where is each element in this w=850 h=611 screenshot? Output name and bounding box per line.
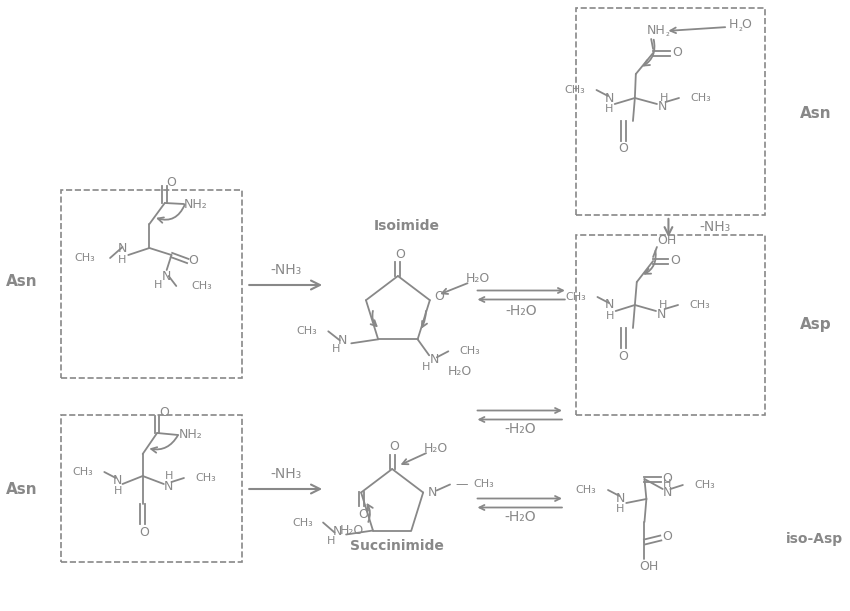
Text: CH₃: CH₃: [473, 480, 494, 489]
Text: CH₃: CH₃: [694, 480, 715, 490]
Text: O: O: [139, 527, 150, 540]
Text: N: N: [663, 486, 672, 499]
Text: Succinimide: Succinimide: [350, 539, 444, 553]
Text: NH₂: NH₂: [184, 197, 207, 211]
Text: O: O: [662, 472, 672, 485]
Text: O: O: [434, 290, 445, 302]
Text: H: H: [663, 479, 672, 489]
Text: -H₂O: -H₂O: [504, 510, 536, 524]
Text: CH₃: CH₃: [690, 93, 711, 103]
Text: N: N: [428, 486, 438, 499]
Text: O: O: [189, 254, 199, 266]
Text: CH₃: CH₃: [296, 326, 317, 336]
Text: CH₃: CH₃: [689, 300, 711, 310]
Text: H: H: [422, 362, 430, 372]
Text: iso-Asp: iso-Asp: [785, 532, 842, 546]
Text: CH₃: CH₃: [196, 473, 216, 483]
Text: H: H: [616, 504, 625, 514]
Text: O: O: [395, 247, 405, 260]
Text: -H₂O: -H₂O: [506, 304, 537, 318]
Text: N: N: [164, 480, 173, 494]
Text: H₂O: H₂O: [424, 442, 449, 455]
Text: O: O: [358, 508, 368, 521]
Text: H: H: [114, 486, 122, 496]
Bar: [576, 235, 765, 415]
Text: CH₃: CH₃: [74, 253, 94, 263]
Text: H: H: [660, 93, 668, 103]
Text: O: O: [159, 406, 169, 419]
Text: O: O: [672, 45, 682, 59]
Text: N: N: [430, 353, 439, 366]
Text: N: N: [338, 334, 348, 347]
Text: H₂O: H₂O: [466, 272, 490, 285]
Text: O: O: [671, 254, 680, 266]
Text: ₂: ₂: [666, 28, 670, 38]
Text: CH₃: CH₃: [575, 485, 597, 495]
Text: H: H: [326, 535, 335, 546]
Text: N: N: [118, 243, 127, 255]
Text: -NH₃: -NH₃: [270, 263, 301, 277]
Text: N: N: [658, 100, 667, 114]
Text: OH: OH: [640, 560, 659, 574]
Text: NH₂: NH₂: [178, 428, 202, 442]
Text: H: H: [605, 104, 613, 114]
Text: Asn: Asn: [6, 274, 37, 288]
Text: -NH₃: -NH₃: [700, 220, 730, 234]
Text: CH₃: CH₃: [191, 281, 212, 291]
Text: O: O: [619, 349, 628, 362]
Bar: [61, 190, 241, 378]
Text: N: N: [333, 525, 343, 538]
Text: N: N: [604, 92, 614, 104]
Text: CH₃: CH₃: [292, 518, 314, 527]
Text: -H₂O: -H₂O: [504, 422, 536, 436]
Text: CH₃: CH₃: [564, 85, 585, 95]
Text: H: H: [164, 471, 173, 481]
Bar: [576, 8, 765, 215]
Text: H: H: [332, 345, 340, 354]
Text: N: N: [162, 271, 172, 284]
Text: H: H: [659, 300, 667, 310]
Text: N: N: [615, 491, 625, 505]
Text: O: O: [167, 175, 177, 189]
Text: H: H: [118, 255, 127, 265]
Text: H: H: [154, 280, 162, 290]
Text: Asn: Asn: [6, 481, 37, 497]
Text: OH: OH: [657, 235, 676, 247]
Text: Asp: Asp: [800, 318, 831, 332]
Text: O: O: [741, 18, 751, 31]
Text: CH₃: CH₃: [72, 467, 93, 477]
Text: NH: NH: [647, 24, 666, 37]
Text: Isoimide: Isoimide: [373, 219, 439, 233]
Text: H: H: [606, 311, 614, 321]
Text: N: N: [605, 299, 615, 312]
Text: O: O: [619, 142, 628, 156]
Text: H₂O: H₂O: [448, 365, 472, 378]
Text: N: N: [657, 307, 666, 321]
Text: CH₃: CH₃: [460, 346, 480, 356]
Bar: [61, 415, 241, 562]
Text: O: O: [662, 530, 672, 544]
Text: H: H: [729, 18, 739, 31]
Text: O: O: [389, 441, 399, 453]
Text: —: —: [456, 478, 468, 491]
Text: Asn: Asn: [800, 106, 831, 120]
Text: N: N: [113, 474, 122, 486]
Text: H₂O: H₂O: [339, 524, 364, 537]
Text: CH₃: CH₃: [565, 292, 586, 302]
Text: ₂: ₂: [739, 23, 742, 33]
Text: -NH₃: -NH₃: [270, 467, 301, 481]
